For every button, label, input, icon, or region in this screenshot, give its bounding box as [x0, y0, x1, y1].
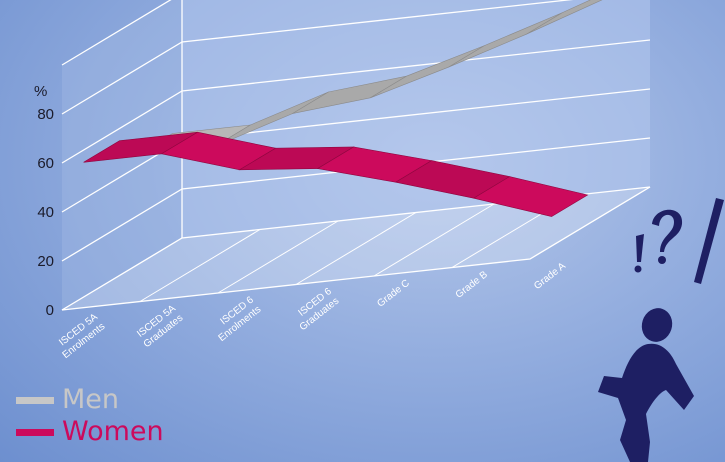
legend-label-women: Women	[62, 416, 164, 447]
person-icon	[598, 308, 694, 462]
floor-divider-1	[139, 229, 261, 302]
floor-divider-4	[373, 203, 495, 277]
y-tick-60: 60	[37, 155, 54, 172]
legend-swatch-women	[16, 428, 54, 436]
gridline-100	[61, 0, 172, 66]
legend-item-men: Men	[16, 384, 164, 416]
x-tick-2: ISCED 6Enrolments	[209, 294, 263, 344]
floor-divider-2	[217, 220, 339, 294]
x-tick-6: Grade A	[532, 261, 568, 292]
chart-ribbons	[83, 0, 603, 217]
y-axis: % 0 20 40 60 80	[34, 83, 54, 319]
x-tick-3: ISCED 6Graduates	[290, 286, 341, 333]
x-tick-0: ISCED 5AEnrolments	[53, 311, 107, 360]
x-tick-4: Grade C	[375, 278, 412, 310]
legend-item-women: Women	[16, 416, 164, 448]
exclamation-question-icon	[634, 198, 724, 284]
x-tick-1: ISCED 5AGraduates	[134, 303, 185, 350]
x-tick-5: Grade B	[454, 269, 490, 301]
legend: Men Women	[16, 384, 164, 448]
floor-divider-3	[295, 212, 417, 285]
back-wall	[182, 0, 650, 238]
y-tick-20: 20	[37, 253, 54, 270]
ribbon-segment-men-5	[526, 0, 603, 35]
puzzled-figure	[598, 198, 724, 462]
y-tick-40: 40	[37, 204, 54, 221]
y-axis-label: %	[34, 83, 47, 100]
legend-swatch-men	[16, 396, 54, 404]
series-women	[83, 131, 589, 217]
floor-divider-6	[529, 186, 651, 260]
y-tick-0: 0	[46, 302, 54, 319]
chart-grid	[61, 0, 651, 311]
floor-divider-0	[61, 237, 183, 311]
y-tick-80: 80	[37, 106, 54, 123]
legend-label-men: Men	[62, 384, 120, 415]
ribbon-segment-women-5	[472, 176, 589, 217]
series-men	[136, 0, 603, 156]
